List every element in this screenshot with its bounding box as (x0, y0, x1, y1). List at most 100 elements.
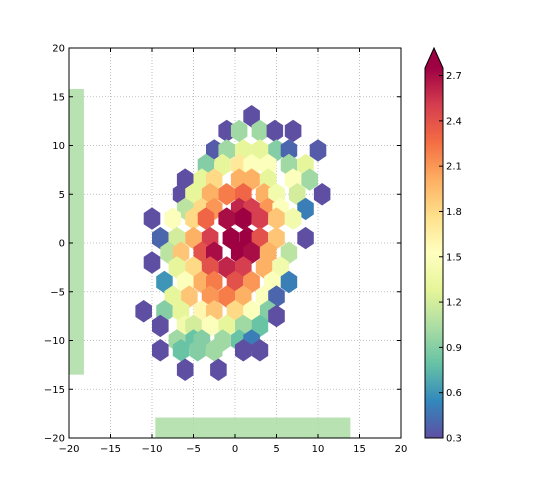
y-tick-label: 20 (52, 44, 65, 55)
colorbar-tick-label: 2.7 (446, 71, 462, 82)
hexbin-cell (226, 300, 244, 323)
colorbar-tick-label: 1.5 (446, 252, 462, 263)
hexbin-cell (268, 285, 285, 308)
y-tick-label: 0 (59, 239, 65, 250)
hexbin-cell (243, 153, 260, 177)
hexbin-cell (301, 168, 318, 191)
hexbin-cell (297, 226, 314, 250)
hexbin-cell (297, 197, 314, 221)
colorbar-tick-label: 0.3 (446, 434, 462, 445)
x-tick-label: 5 (273, 444, 279, 455)
hexbin-cell (268, 207, 285, 230)
hexbin-cell (235, 207, 252, 230)
marginal-bars (69, 88, 351, 438)
hexbin-cell (251, 139, 269, 162)
hexbin-cell (218, 256, 235, 279)
hexbin-cell (230, 153, 248, 177)
hexbin-cell (143, 251, 161, 274)
hexbin-cell (193, 270, 211, 294)
hexbin-cell (284, 207, 302, 230)
x-tick-label: −5 (186, 444, 201, 455)
hexbin-cell (289, 183, 306, 206)
hexbin-cell (230, 119, 248, 143)
hexbin-cell (266, 119, 284, 143)
hexbin-cell (185, 256, 202, 279)
x-tick-label: 20 (395, 444, 408, 455)
hexbin-cell (243, 241, 260, 264)
x-tick-label: −15 (100, 444, 121, 455)
hexbin-cell (284, 119, 302, 143)
hexbin-cell (185, 226, 202, 250)
hexbin-cell (152, 314, 169, 338)
hexbin-cell (201, 314, 219, 338)
hexbin-cell (268, 139, 285, 162)
hexbin-cell (143, 207, 161, 230)
hexbin-cell (210, 358, 227, 381)
colorbar-ticks: 0.3 0.6 0.9 1.2 1.5 1.8 2.1 2.4 2.7 (439, 71, 462, 445)
hexbin-cell (255, 256, 273, 279)
hexbin-cell (152, 339, 169, 362)
hexbin-cell (181, 285, 198, 308)
hexbin-cell (280, 241, 298, 264)
hexbin-cell (251, 207, 269, 230)
x-tick-label: −10 (141, 444, 162, 455)
hexbin-cells (135, 105, 331, 381)
hexbin-cell (243, 270, 260, 294)
x-tick-label: 10 (312, 444, 325, 455)
x-tick-label: 15 (353, 444, 366, 455)
hexbin-cell (218, 183, 235, 206)
hexbin-cell (172, 339, 190, 362)
hexbin-cell (272, 256, 289, 279)
hexbin-cell (243, 300, 260, 323)
hexbin-cell (185, 183, 202, 206)
hexbin-cell (218, 207, 235, 230)
hexbin-cell (226, 270, 244, 294)
hexbin-cell (251, 314, 269, 338)
hexbin-cell (251, 119, 269, 143)
hexbin-cell (164, 207, 181, 230)
hexbin-cell (152, 226, 169, 250)
marginal-bar-vertical (69, 88, 84, 375)
y-tick-label: 10 (52, 141, 65, 152)
hexbin-cell (235, 285, 252, 308)
hexbin-cell (185, 314, 202, 338)
hexbin-cell (168, 256, 186, 279)
hexbin-cell (259, 153, 277, 177)
hexbin-cell (156, 270, 173, 294)
y-axis-ticks: −20 −15 −10 −5 0 5 10 15 20 (44, 44, 401, 445)
hexbin-cell (313, 183, 331, 206)
hexbin-cell (268, 304, 285, 328)
x-axis-ticks: −20 −15 −10 −5 0 5 10 15 20 (58, 48, 407, 455)
hexbin-cell (235, 256, 252, 279)
y-tick-label: 5 (59, 190, 65, 201)
marginal-bar-horizontal (155, 417, 351, 438)
hexbin-cell (243, 105, 260, 128)
colorbar-gradient (425, 68, 443, 438)
hexbin-cell (176, 358, 194, 381)
hexbin-cell (135, 300, 152, 323)
colorbar-tick-label: 1.2 (446, 298, 462, 309)
hexbin-cell (280, 139, 298, 162)
hexbin-cell (218, 119, 235, 143)
hexbin-cell (206, 139, 223, 162)
y-tick-label: −5 (50, 287, 65, 298)
hexbin-cell (268, 226, 285, 250)
hexbin-cell (218, 285, 235, 308)
hexbin-cell (193, 168, 211, 191)
hexbin-cell (251, 226, 269, 250)
y-tick-label: 15 (52, 92, 65, 103)
hexbin-cell (235, 339, 252, 362)
colorbar-tick-label: 0.9 (446, 343, 462, 354)
hexbin-cell (206, 339, 223, 362)
hexbin-cell (280, 270, 298, 294)
x-tick-label: 0 (232, 444, 238, 455)
colorbar-tick-label: 1.8 (446, 207, 462, 218)
hexbin-cell (243, 168, 260, 191)
hexbin-cell (214, 153, 231, 177)
hexbin-cell (193, 241, 211, 264)
colorbar-extend-triangle (425, 48, 443, 68)
y-tick-label: −15 (44, 385, 65, 396)
colorbar-tick-label: 2.1 (446, 162, 462, 173)
colorbar: 0.3 0.6 0.9 1.2 1.5 1.8 2.1 2.4 2.7 (424, 46, 462, 445)
